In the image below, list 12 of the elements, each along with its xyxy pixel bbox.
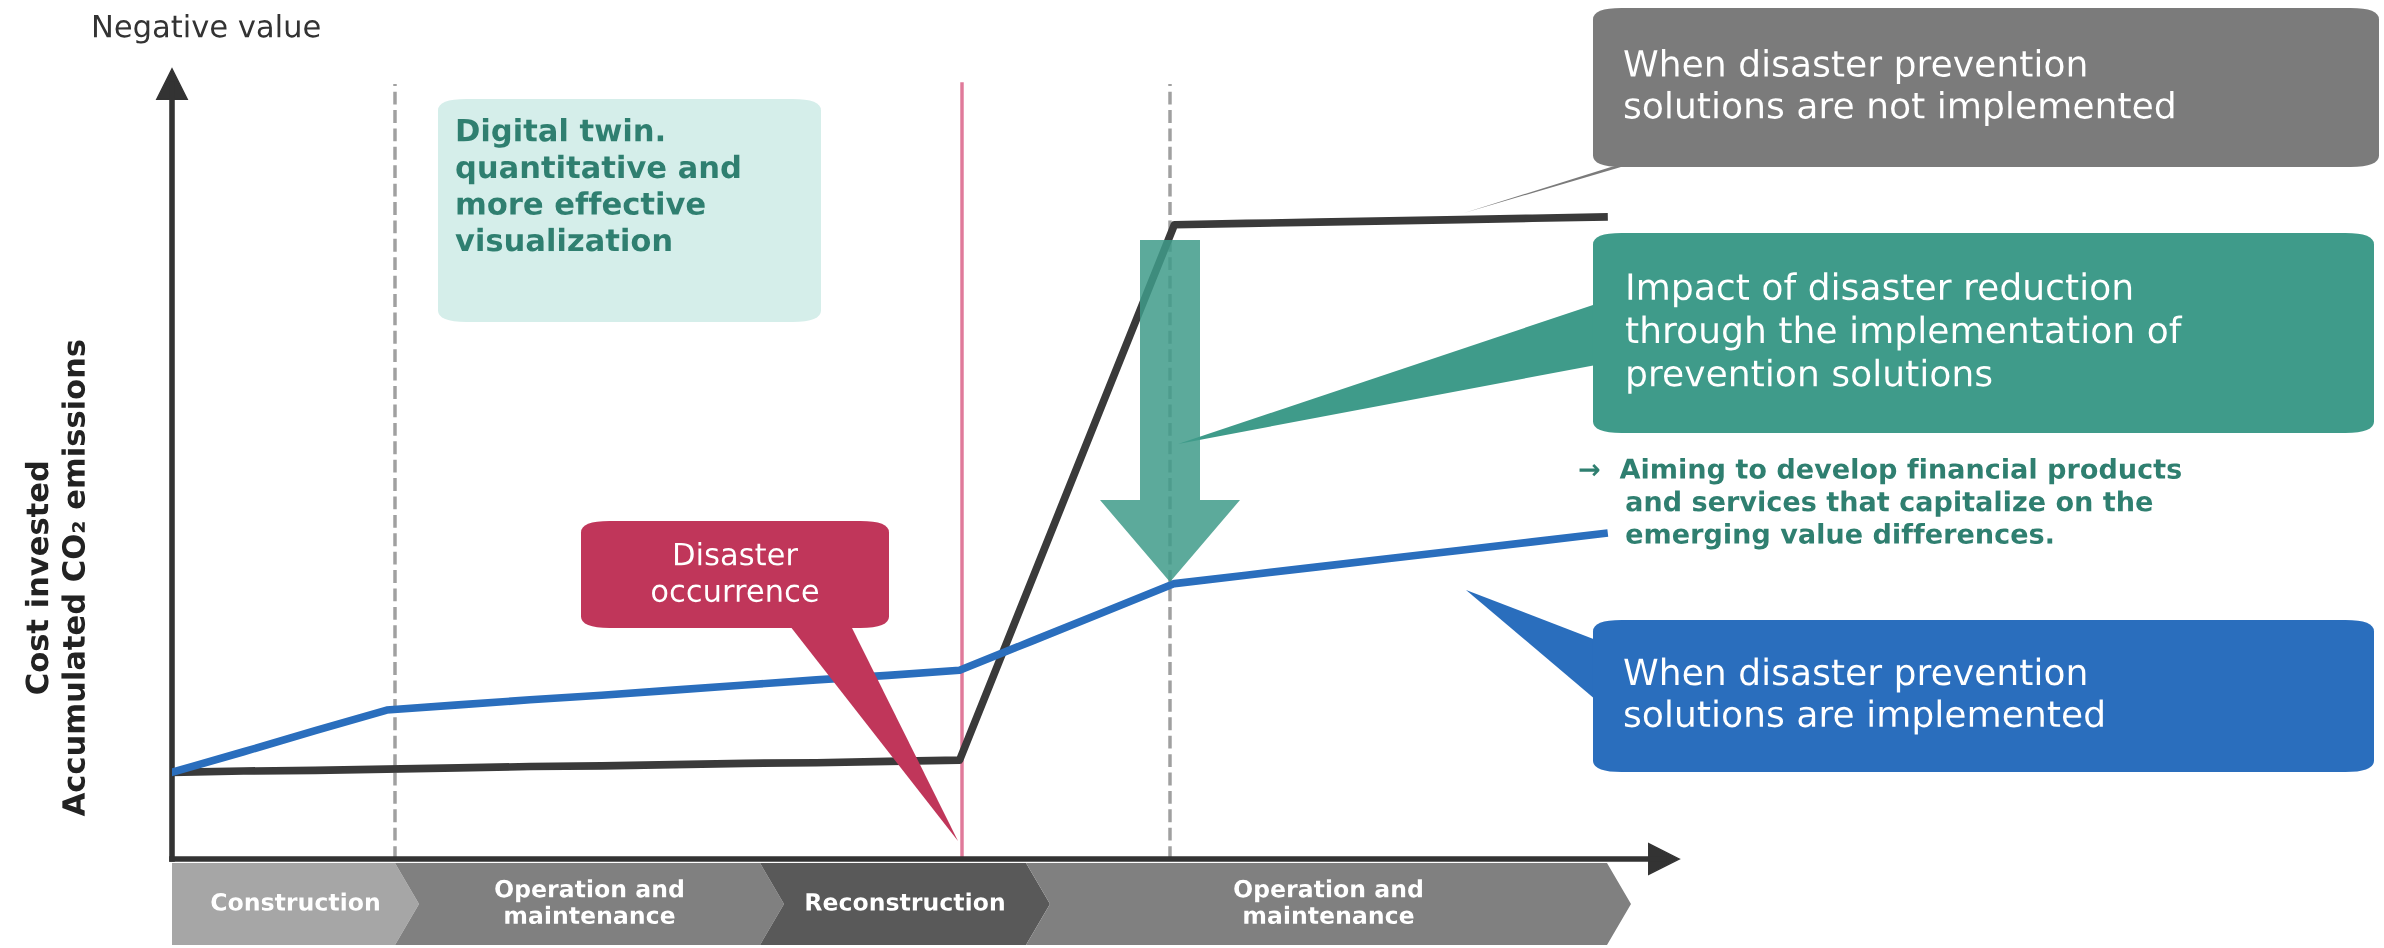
annotation: Disaster occurrence: [652, 541, 819, 603]
y-axis-title: Cost invested Accumulated CO₂ emissions: [24, 340, 86, 817]
text: Operation and maintenance: [495, 879, 683, 925]
text: Operation and maintenance: [1234, 879, 1422, 925]
text: When disaster prevention solutions are not implemented: [1624, 49, 2174, 126]
annotation: → Aiming to develop financial products and services that capitalize on the emerging value differences.: [1579, 458, 2181, 550]
annotation: Digital twin. quantitative and more effective visualization: [455, 118, 740, 252]
text: Reconstruction: [806, 892, 1004, 911]
text: Construction: [211, 892, 379, 911]
text: Negative value: [94, 14, 320, 44]
annotation: Impact of disaster reduction through the implementation of prevention solutions: [1625, 272, 2183, 394]
text: When disaster prevention solutions are implemented: [1624, 657, 2103, 735]
